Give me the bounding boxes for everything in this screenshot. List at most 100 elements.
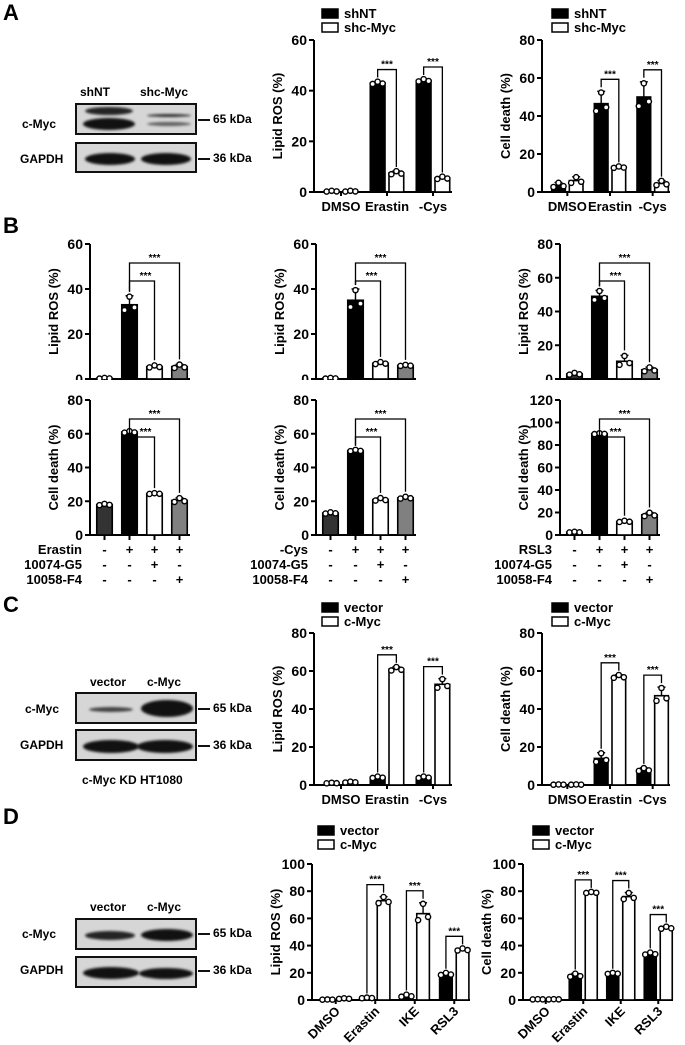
lane-label: shc-Myc bbox=[140, 85, 189, 99]
western-blot-d: vector c-Myc c-Myc GAPDH 65 kDa 36 kDa bbox=[0, 900, 270, 1000]
y-tick-label: 60 bbox=[537, 460, 553, 476]
significance-label: *** bbox=[140, 271, 152, 282]
significance-label: *** bbox=[652, 905, 664, 916]
significance-label: *** bbox=[610, 271, 622, 282]
bar bbox=[615, 517, 634, 536]
condition-sign: - bbox=[328, 557, 332, 572]
condition-sign: - bbox=[403, 557, 407, 572]
significance-label: *** bbox=[610, 427, 622, 438]
y-tick-label: 40 bbox=[500, 938, 516, 954]
x-tick-label: Erastin bbox=[365, 792, 409, 805]
y-tick-label: 40 bbox=[67, 281, 83, 297]
x-tick-label: Erastin bbox=[549, 1003, 591, 1045]
bar bbox=[657, 923, 675, 1001]
bar bbox=[358, 994, 376, 1002]
row-label: GAPDH bbox=[20, 152, 64, 166]
bar bbox=[635, 80, 653, 193]
y-tick-label: 0 bbox=[527, 777, 535, 793]
y-tick-label: 100 bbox=[493, 856, 517, 872]
significance-label: *** bbox=[409, 881, 421, 892]
bar bbox=[375, 893, 392, 1001]
bar bbox=[582, 888, 600, 1001]
y-tick-label: 60 bbox=[289, 910, 305, 926]
lane-label: vector bbox=[90, 675, 127, 689]
condition-sign: + bbox=[151, 542, 159, 557]
x-tick-label: -Cys bbox=[419, 199, 447, 214]
bar bbox=[346, 446, 365, 536]
legend-label: vector bbox=[555, 823, 594, 838]
significance-label: *** bbox=[140, 427, 152, 438]
x-tick-label: IKE bbox=[602, 1003, 628, 1029]
y-tick-label: 20 bbox=[519, 739, 535, 755]
condition-sign: - bbox=[572, 557, 576, 572]
y-axis-label: Cell death (%) bbox=[479, 889, 494, 975]
condition-row-label: RSL3 bbox=[519, 542, 552, 557]
significance-label: *** bbox=[619, 253, 631, 264]
condition-sign: - bbox=[353, 557, 357, 572]
y-tick-label: 0 bbox=[508, 992, 516, 1008]
y-tick-label: 40 bbox=[291, 701, 307, 717]
legend-label: vector bbox=[344, 600, 383, 615]
x-tick-label: DMSO bbox=[515, 1004, 553, 1042]
x-tick-label: DMSO bbox=[322, 792, 361, 805]
y-tick-label: 120 bbox=[530, 392, 554, 408]
x-tick-label: Erastin bbox=[341, 1003, 383, 1045]
y-tick-label: 60 bbox=[537, 270, 553, 286]
mw-marker: 36 kDa bbox=[198, 738, 252, 752]
blot-band-box-gapdh bbox=[75, 142, 197, 173]
x-tick-label: RSL3 bbox=[631, 1004, 665, 1038]
western-blot-a: shNT shc-Myc c-Myc GAPDH 65 kDa 36 kDa bbox=[0, 80, 270, 180]
y-tick-label: 40 bbox=[67, 460, 83, 476]
y-axis-label: Cell death (%) bbox=[46, 425, 61, 511]
condition-sign: - bbox=[622, 572, 626, 587]
bar bbox=[170, 361, 189, 380]
bar bbox=[415, 773, 432, 786]
row-label: GAPDH bbox=[20, 963, 64, 977]
bar bbox=[388, 663, 405, 786]
bar bbox=[550, 179, 567, 193]
legend-label: shc-Myc bbox=[574, 20, 626, 35]
y-tick-label: 0 bbox=[301, 371, 309, 380]
condition-row-label: 10058-F4 bbox=[496, 572, 552, 587]
y-axis-label: Cell death (%) bbox=[498, 666, 513, 752]
condition-sign: - bbox=[353, 572, 357, 587]
y-tick-label: 60 bbox=[293, 236, 309, 252]
significance-label: *** bbox=[604, 69, 616, 80]
condition-sign: - bbox=[127, 557, 131, 572]
condition-sign: - bbox=[102, 557, 106, 572]
mw-marker: 65 kDa bbox=[198, 701, 252, 715]
condition-sign: - bbox=[127, 572, 131, 587]
y-tick-label: 80 bbox=[67, 392, 83, 408]
bar bbox=[371, 358, 390, 380]
x-tick-label: Erastin bbox=[588, 792, 632, 805]
blot-band-box-cmyc bbox=[75, 103, 197, 135]
y-tick-label: 0 bbox=[301, 527, 309, 543]
y-tick-label: 80 bbox=[500, 883, 516, 899]
blot-band-box-gapdh bbox=[75, 729, 197, 761]
blot-caption: c-Myc KD HT1080 bbox=[82, 773, 183, 787]
bar bbox=[396, 361, 415, 380]
y-tick-label: 60 bbox=[291, 663, 307, 679]
significance-label: *** bbox=[366, 271, 378, 282]
legend-label: shc-Myc bbox=[344, 20, 396, 35]
bar bbox=[620, 889, 638, 1001]
condition-row-label: 10074-G5 bbox=[250, 557, 308, 572]
significance-label: *** bbox=[149, 409, 161, 420]
x-tick-label: Erastin bbox=[365, 199, 409, 214]
y-tick-label: 60 bbox=[67, 426, 83, 442]
bar bbox=[565, 369, 584, 380]
condition-sign: - bbox=[572, 572, 576, 587]
bar bbox=[95, 500, 114, 536]
legend-label: vector bbox=[574, 600, 613, 615]
bar bbox=[388, 167, 405, 193]
y-tick-label: 40 bbox=[289, 938, 305, 954]
legend-label: vector bbox=[340, 823, 379, 838]
y-axis-label: Lipid ROS (%) bbox=[270, 889, 283, 976]
y-tick-label: 100 bbox=[530, 415, 554, 431]
bar bbox=[369, 78, 386, 193]
condition-sign: - bbox=[597, 557, 601, 572]
y-tick-label: 20 bbox=[67, 493, 83, 509]
